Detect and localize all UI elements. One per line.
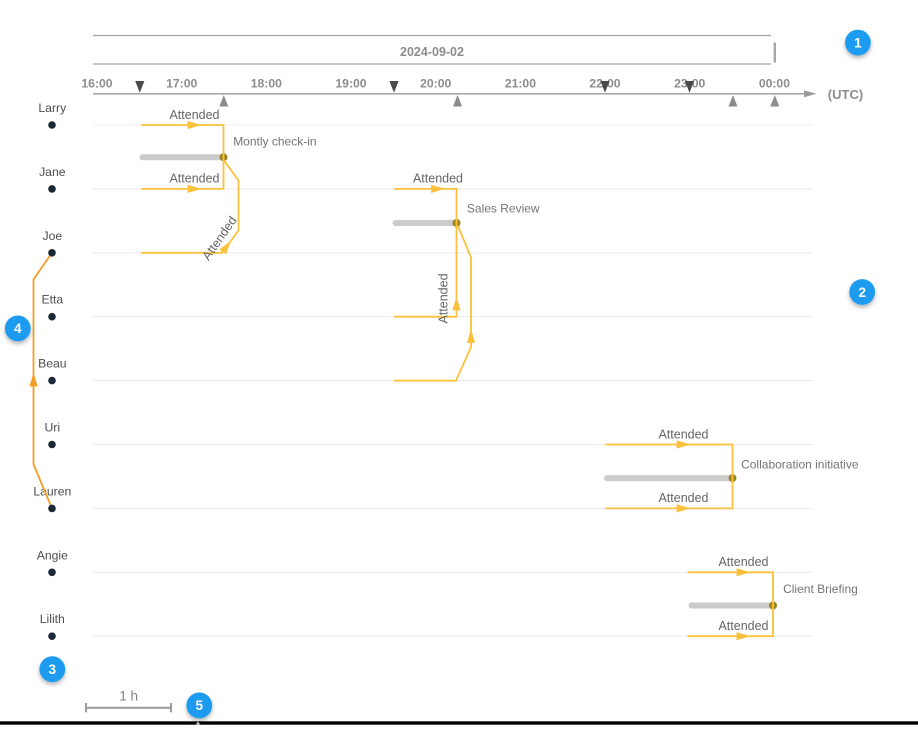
svg-text:Montly check-in: Montly check-in bbox=[233, 135, 316, 149]
svg-text:Uri: Uri bbox=[45, 421, 61, 435]
svg-text:18:00: 18:00 bbox=[251, 76, 282, 90]
svg-text:Larry: Larry bbox=[38, 101, 67, 115]
svg-text:1: 1 bbox=[854, 35, 862, 50]
svg-text:Etta: Etta bbox=[41, 293, 63, 307]
svg-text:Sales Review: Sales Review bbox=[467, 201, 540, 215]
svg-text:Attended: Attended bbox=[436, 273, 450, 323]
svg-text:2: 2 bbox=[858, 285, 866, 300]
svg-text:3: 3 bbox=[49, 662, 57, 677]
svg-text:Attended: Attended bbox=[658, 491, 708, 505]
svg-text:(UTC): (UTC) bbox=[828, 87, 863, 102]
svg-text:Attended: Attended bbox=[169, 108, 219, 122]
svg-text:Attended: Attended bbox=[718, 619, 768, 633]
svg-text:19:00: 19:00 bbox=[335, 76, 366, 90]
svg-text:Lilith: Lilith bbox=[40, 612, 65, 626]
svg-text:Attended: Attended bbox=[169, 172, 219, 186]
svg-text:4: 4 bbox=[14, 321, 22, 336]
svg-text:Beau: Beau bbox=[38, 357, 66, 371]
svg-text:17:00: 17:00 bbox=[166, 76, 197, 90]
svg-text:2024-09-02: 2024-09-02 bbox=[400, 45, 464, 59]
svg-text:5: 5 bbox=[196, 698, 204, 713]
svg-text:00:00: 00:00 bbox=[759, 76, 790, 90]
svg-text:21:00: 21:00 bbox=[505, 76, 536, 90]
svg-text:Attended: Attended bbox=[413, 172, 463, 186]
svg-text:Attended: Attended bbox=[718, 555, 768, 569]
svg-text:16:00: 16:00 bbox=[81, 76, 112, 90]
svg-text:Joe: Joe bbox=[42, 229, 62, 243]
svg-text:Collaboration initiative: Collaboration initiative bbox=[741, 457, 859, 471]
svg-text:Attended: Attended bbox=[658, 427, 708, 441]
svg-text:Jane: Jane bbox=[39, 165, 66, 179]
svg-text:Angie: Angie bbox=[37, 548, 68, 562]
svg-text:Lauren: Lauren bbox=[33, 484, 71, 498]
svg-text:20:00: 20:00 bbox=[420, 76, 451, 90]
svg-text:Client Briefing: Client Briefing bbox=[783, 582, 858, 596]
svg-text:1 h: 1 h bbox=[119, 689, 138, 704]
